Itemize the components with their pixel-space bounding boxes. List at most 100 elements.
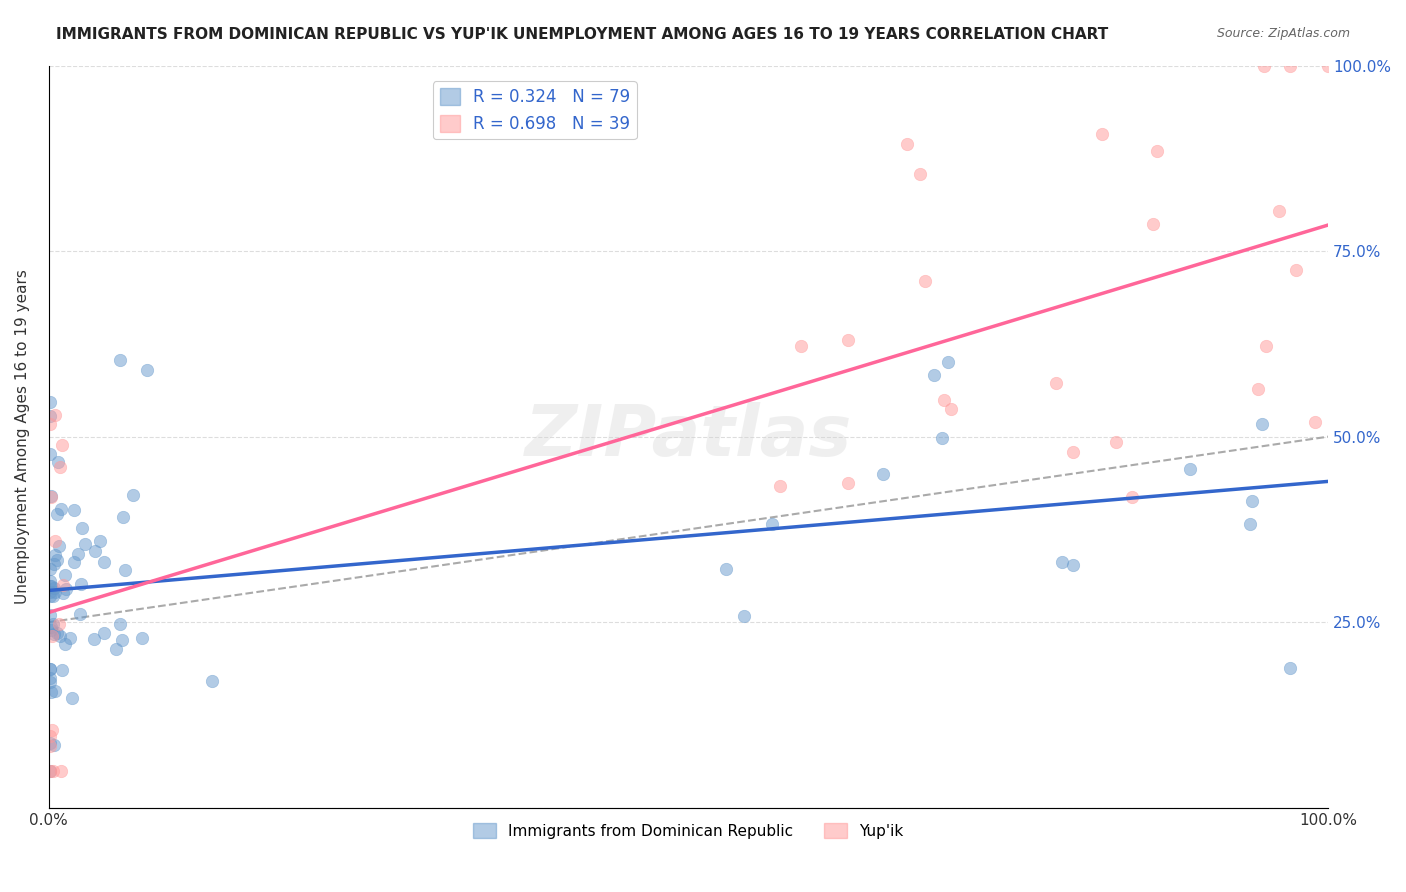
Yup'ik <box>44 533 66 548</box>
Immigrants from Dominican Republic <box>83 632 105 646</box>
Immigrants from Dominican Republic <box>1279 661 1302 675</box>
Yup'ik <box>44 408 66 422</box>
Immigrants from Dominican Republic <box>45 508 67 522</box>
Yup'ik <box>1045 376 1067 391</box>
Immigrants from Dominican Republic <box>39 574 62 588</box>
Yup'ik <box>1062 445 1084 459</box>
Immigrants from Dominican Republic <box>39 662 62 676</box>
Yup'ik <box>1146 144 1168 158</box>
Immigrants from Dominican Republic <box>110 617 132 632</box>
Immigrants from Dominican Republic <box>42 739 65 753</box>
Yup'ik <box>1317 59 1340 73</box>
Immigrants from Dominican Republic <box>60 691 83 706</box>
Immigrants from Dominican Republic <box>93 625 115 640</box>
Immigrants from Dominican Republic <box>922 368 945 382</box>
Yup'ik <box>1142 218 1164 232</box>
Immigrants from Dominican Republic <box>39 671 62 685</box>
Yup'ik <box>41 629 63 643</box>
Yup'ik <box>837 476 859 491</box>
Immigrants from Dominican Republic <box>108 352 131 367</box>
Immigrants from Dominican Republic <box>1251 417 1274 431</box>
Immigrants from Dominican Republic <box>44 684 66 698</box>
Immigrants from Dominican Republic <box>39 589 62 603</box>
Yup'ik <box>39 739 62 754</box>
Text: IMMIGRANTS FROM DOMINICAN REPUBLIC VS YUP'IK UNEMPLOYMENT AMONG AGES 16 TO 19 YE: IMMIGRANTS FROM DOMINICAN REPUBLIC VS YU… <box>56 27 1108 42</box>
Immigrants from Dominican Republic <box>936 354 959 368</box>
Immigrants from Dominican Republic <box>39 736 62 750</box>
Immigrants from Dominican Republic <box>201 673 224 688</box>
Immigrants from Dominican Republic <box>42 627 65 641</box>
Yup'ik <box>837 334 859 348</box>
Y-axis label: Unemployment Among Ages 16 to 19 years: Unemployment Among Ages 16 to 19 years <box>15 269 30 604</box>
Immigrants from Dominican Republic <box>39 624 62 638</box>
Immigrants from Dominican Republic <box>84 544 107 558</box>
Yup'ik <box>49 460 72 475</box>
Yup'ik <box>769 479 792 493</box>
Yup'ik <box>48 616 70 631</box>
Immigrants from Dominican Republic <box>93 555 115 569</box>
Yup'ik <box>939 402 962 417</box>
Immigrants from Dominican Republic <box>111 633 134 648</box>
Yup'ik <box>39 764 62 778</box>
Immigrants from Dominican Republic <box>66 547 89 561</box>
Yup'ik <box>896 137 918 152</box>
Immigrants from Dominican Republic <box>52 586 75 600</box>
Immigrants from Dominican Republic <box>46 455 69 469</box>
Yup'ik <box>52 578 75 592</box>
Immigrants from Dominican Republic <box>131 631 153 645</box>
Immigrants from Dominican Republic <box>42 589 65 603</box>
Immigrants from Dominican Republic <box>39 489 62 503</box>
Immigrants from Dominican Republic <box>42 557 65 571</box>
Yup'ik <box>1121 490 1143 504</box>
Yup'ik <box>41 723 63 738</box>
Immigrants from Dominican Republic <box>69 576 91 591</box>
Immigrants from Dominican Republic <box>63 555 86 569</box>
Immigrants from Dominican Republic <box>75 537 97 551</box>
Immigrants from Dominican Republic <box>39 684 62 698</box>
Immigrants from Dominican Republic <box>44 548 66 562</box>
Immigrants from Dominican Republic <box>761 517 783 532</box>
Yup'ik <box>932 393 955 408</box>
Yup'ik <box>1278 59 1301 73</box>
Immigrants from Dominican Republic <box>89 534 111 549</box>
Immigrants from Dominican Republic <box>714 562 737 576</box>
Immigrants from Dominican Republic <box>49 629 72 643</box>
Yup'ik <box>790 339 813 353</box>
Yup'ik <box>1247 382 1270 396</box>
Immigrants from Dominican Republic <box>45 626 67 640</box>
Immigrants from Dominican Republic <box>111 509 134 524</box>
Immigrants from Dominican Republic <box>59 631 82 645</box>
Immigrants from Dominican Republic <box>55 568 77 582</box>
Immigrants from Dominican Republic <box>733 608 755 623</box>
Immigrants from Dominican Republic <box>105 642 128 657</box>
Immigrants from Dominican Republic <box>39 675 62 690</box>
Immigrants from Dominican Republic <box>70 521 93 535</box>
Yup'ik <box>51 437 73 451</box>
Immigrants from Dominican Republic <box>39 662 62 676</box>
Immigrants from Dominican Republic <box>42 616 65 631</box>
Immigrants from Dominican Republic <box>931 432 953 446</box>
Immigrants from Dominican Republic <box>44 581 66 595</box>
Immigrants from Dominican Republic <box>55 637 77 651</box>
Immigrants from Dominican Republic <box>48 540 70 554</box>
Immigrants from Dominican Republic <box>1239 516 1261 531</box>
Immigrants from Dominican Republic <box>39 585 62 599</box>
Immigrants from Dominican Republic <box>39 447 62 461</box>
Immigrants from Dominican Republic <box>39 562 62 576</box>
Immigrants from Dominican Republic <box>63 502 86 516</box>
Yup'ik <box>1254 338 1277 352</box>
Immigrants from Dominican Republic <box>1240 494 1263 508</box>
Yup'ik <box>1268 203 1291 218</box>
Yup'ik <box>1105 434 1128 449</box>
Immigrants from Dominican Republic <box>39 764 62 778</box>
Immigrants from Dominican Republic <box>49 501 72 516</box>
Immigrants from Dominican Republic <box>39 607 62 622</box>
Yup'ik <box>1253 59 1275 73</box>
Yup'ik <box>49 764 72 778</box>
Immigrants from Dominican Republic <box>39 579 62 593</box>
Yup'ik <box>39 490 62 504</box>
Yup'ik <box>910 167 932 181</box>
Immigrants from Dominican Republic <box>44 584 66 599</box>
Legend: Immigrants from Dominican Republic, Yup'ik: Immigrants from Dominican Republic, Yup'… <box>467 816 910 845</box>
Yup'ik <box>1305 415 1327 429</box>
